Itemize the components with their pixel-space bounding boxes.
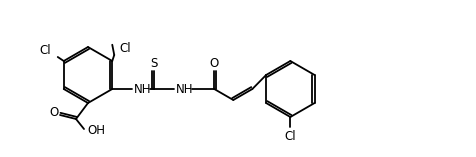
Text: NH: NH <box>176 82 193 95</box>
Text: NH: NH <box>133 82 151 95</box>
Text: S: S <box>150 57 158 70</box>
Text: Cl: Cl <box>119 43 131 56</box>
Text: Cl: Cl <box>39 43 50 57</box>
Text: O: O <box>209 57 219 70</box>
Text: OH: OH <box>87 124 105 136</box>
Text: O: O <box>50 106 59 119</box>
Text: Cl: Cl <box>285 130 296 143</box>
